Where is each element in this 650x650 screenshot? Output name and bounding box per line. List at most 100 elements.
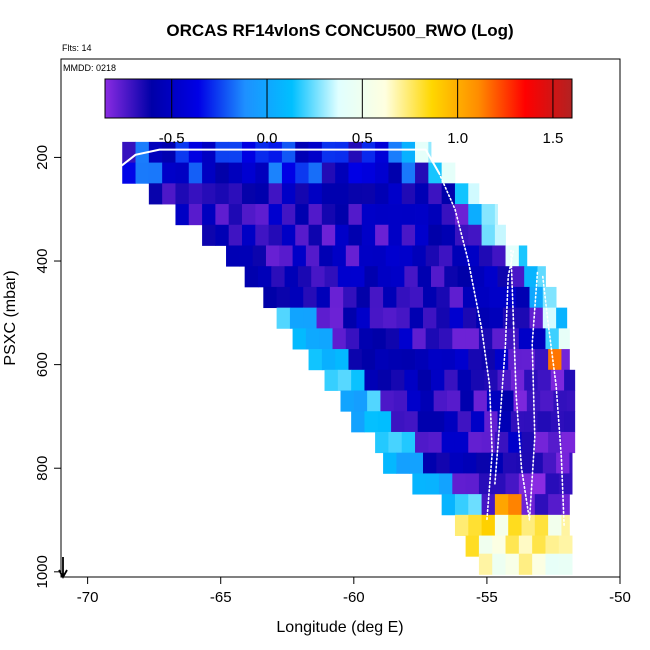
heatmap-cell: [369, 307, 384, 329]
heatmap-cell: [481, 431, 496, 454]
heatmap-cell: [396, 307, 411, 329]
heatmap-cell: [188, 162, 203, 184]
heatmap-cell: [348, 224, 363, 246]
heatmap-cell: [534, 431, 549, 454]
heatmap-cell: [409, 286, 424, 309]
heatmap-cell: [428, 349, 443, 371]
heatmap-cell: [343, 307, 357, 329]
heatmap-cell: [537, 369, 552, 391]
heatmap-cell: [297, 266, 312, 288]
heatmap-cell: [401, 141, 416, 163]
heatmap-cell: [470, 411, 485, 433]
heatmap-cell: [321, 349, 336, 371]
heatmap-cell: [478, 473, 493, 495]
heatmap-cell: [428, 204, 443, 226]
heatmap-cell: [361, 183, 376, 205]
heatmap-cell: [345, 245, 360, 267]
heatmap-cell: [281, 204, 296, 226]
heatmap-cell: [383, 307, 397, 329]
heatmap-cell: [417, 411, 432, 433]
heatmap-cell: [316, 286, 331, 309]
heatmap-cell: [521, 431, 536, 454]
heatmap-cell: [188, 183, 203, 205]
heatmap-cell: [276, 286, 291, 309]
heatmap-cell: [345, 328, 360, 350]
heatmap-cell: [404, 266, 419, 288]
heatmap-cell: [359, 328, 373, 350]
heatmap-cell: [428, 224, 443, 246]
heatmap-cell: [215, 224, 230, 246]
heatmap-cell: [367, 390, 381, 412]
x-axis-label: Longitude (deg E): [276, 619, 403, 636]
heatmap-cell: [534, 494, 549, 516]
track-lines: [121, 148, 565, 526]
heatmap-cell: [175, 141, 190, 163]
heatmap-cell: [319, 245, 333, 267]
heatmap-cell: [518, 553, 533, 575]
heatmap-cell: [497, 266, 512, 288]
heatmap-cell: [308, 162, 323, 184]
colorbar-tick-label: 1.0: [447, 130, 468, 147]
heatmap-cell: [468, 183, 480, 205]
heatmap-cell: [529, 452, 544, 474]
heatmap-cell: [494, 204, 498, 226]
heatmap-cell: [444, 411, 459, 433]
heatmap-cell: [308, 349, 323, 371]
heatmap-cell: [502, 307, 517, 329]
heatmap-cell: [255, 183, 270, 205]
heatmap-cell: [548, 494, 562, 516]
heatmap-cell: [335, 349, 349, 371]
track-line: [121, 148, 440, 174]
heatmap-cell: [462, 452, 477, 474]
heatmap-cell: [548, 349, 562, 371]
heatmap-cell: [518, 328, 533, 350]
heatmap-cell: [188, 204, 203, 226]
heatmap-cell: [359, 245, 373, 267]
heatmap-cell: [446, 390, 461, 412]
heatmap-cell: [489, 307, 504, 329]
heatmap-cell: [481, 204, 496, 226]
plot-frame: [60, 58, 621, 578]
heatmap-cell: [452, 245, 467, 267]
heatmap-cell: [268, 162, 283, 184]
mmdd-annotation: MMDD: 0218: [63, 63, 116, 73]
heatmap-cell: [462, 307, 477, 329]
heatmap-cell: [340, 390, 355, 412]
heatmap-cell: [431, 266, 445, 288]
heatmap-cell: [505, 473, 520, 495]
y-tick-label: 1000: [34, 555, 51, 588]
heatmap-cell: [263, 286, 278, 309]
heatmap-cell: [545, 473, 560, 495]
heatmap-cell: [457, 369, 472, 391]
heatmap-cell: [478, 245, 493, 267]
heatmap-cell: [564, 369, 576, 391]
heatmap-cell: [295, 162, 309, 184]
heatmap-cell: [401, 224, 416, 246]
heatmap-cell: [375, 349, 389, 371]
heatmap-cell: [415, 183, 429, 205]
heatmap-cell: [244, 266, 259, 288]
heatmap-cell: [524, 266, 538, 288]
heatmap-cell: [396, 286, 411, 309]
heatmap-cell: [542, 452, 557, 474]
heatmap-cell: [401, 162, 416, 184]
heatmap-cell: [369, 286, 384, 309]
heatmap-cell: [215, 162, 230, 184]
heatmap-cell: [441, 349, 456, 371]
heatmap-cell: [545, 535, 560, 557]
heatmap-cell: [470, 266, 485, 288]
heatmap-cell: [388, 183, 403, 205]
heatmap-cell: [364, 411, 379, 433]
heatmap-cell: [518, 245, 528, 267]
heatmap-cell: [436, 307, 451, 329]
heatmap-cell: [521, 494, 536, 516]
heatmap-cell: [470, 369, 485, 391]
heatmap-cell: [388, 431, 403, 454]
track-line: [512, 270, 539, 521]
heatmap-cell: [268, 204, 283, 226]
heatmap-cell: [417, 266, 432, 288]
heatmap-cell: [329, 286, 344, 309]
heatmap-cell: [454, 494, 469, 516]
heatmap-cell: [295, 204, 309, 226]
heatmap-cell: [436, 286, 451, 309]
